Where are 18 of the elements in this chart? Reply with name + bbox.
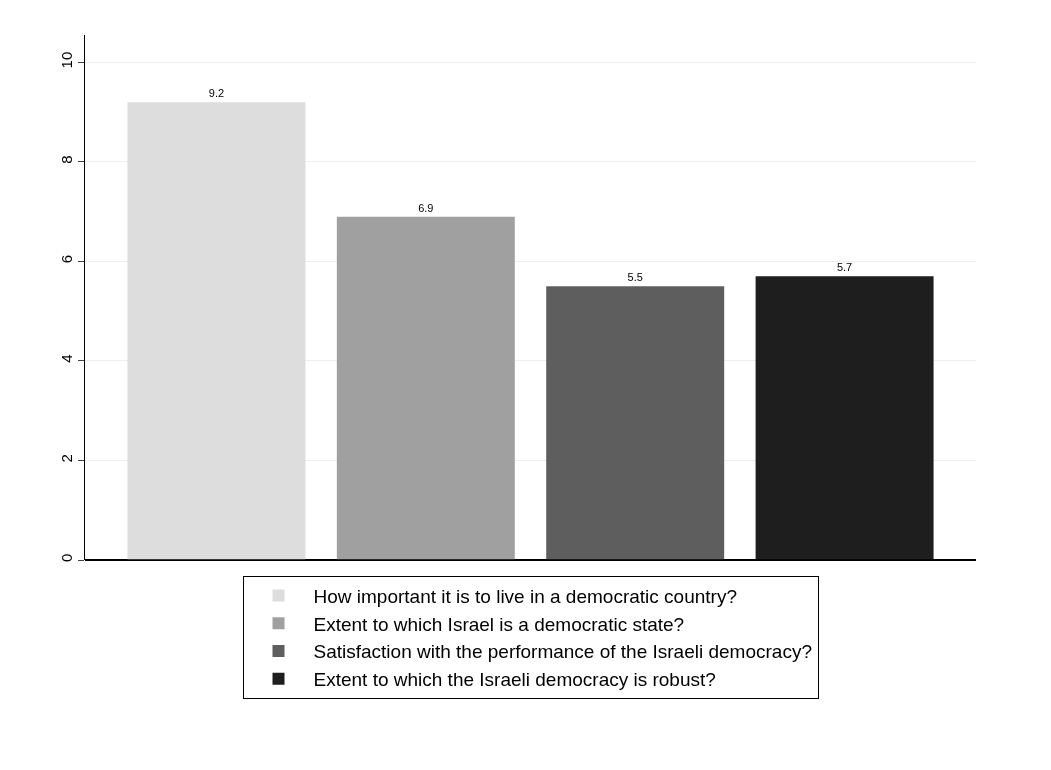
- legend-label: Extent to which the Israeli democracy is robust?: [313, 669, 716, 691]
- data-label: 5.5: [627, 271, 643, 284]
- legend-label: How important it is to live in a democratic country?: [313, 586, 737, 608]
- data-label: 6.9: [418, 201, 434, 214]
- data-label: 5.7: [836, 261, 853, 274]
- y-tick-label: 2: [58, 454, 75, 463]
- legend-label: Satisfaction with the performance of the Israeli democracy?: [313, 641, 812, 663]
- y-tick-label: 10: [58, 51, 75, 69]
- y-tick-label: 6: [58, 255, 75, 264]
- bar: [127, 102, 306, 560]
- y-tick-label: 4: [58, 354, 75, 363]
- legend-label: Extent to which Israel is a democratic state?: [313, 613, 685, 635]
- bar: [755, 276, 934, 560]
- bar: [336, 216, 515, 560]
- data-label: 9.2: [208, 87, 225, 100]
- bar: [546, 286, 725, 560]
- y-tick-label: 0: [58, 553, 75, 562]
- y-tick-label: 8: [58, 155, 75, 164]
